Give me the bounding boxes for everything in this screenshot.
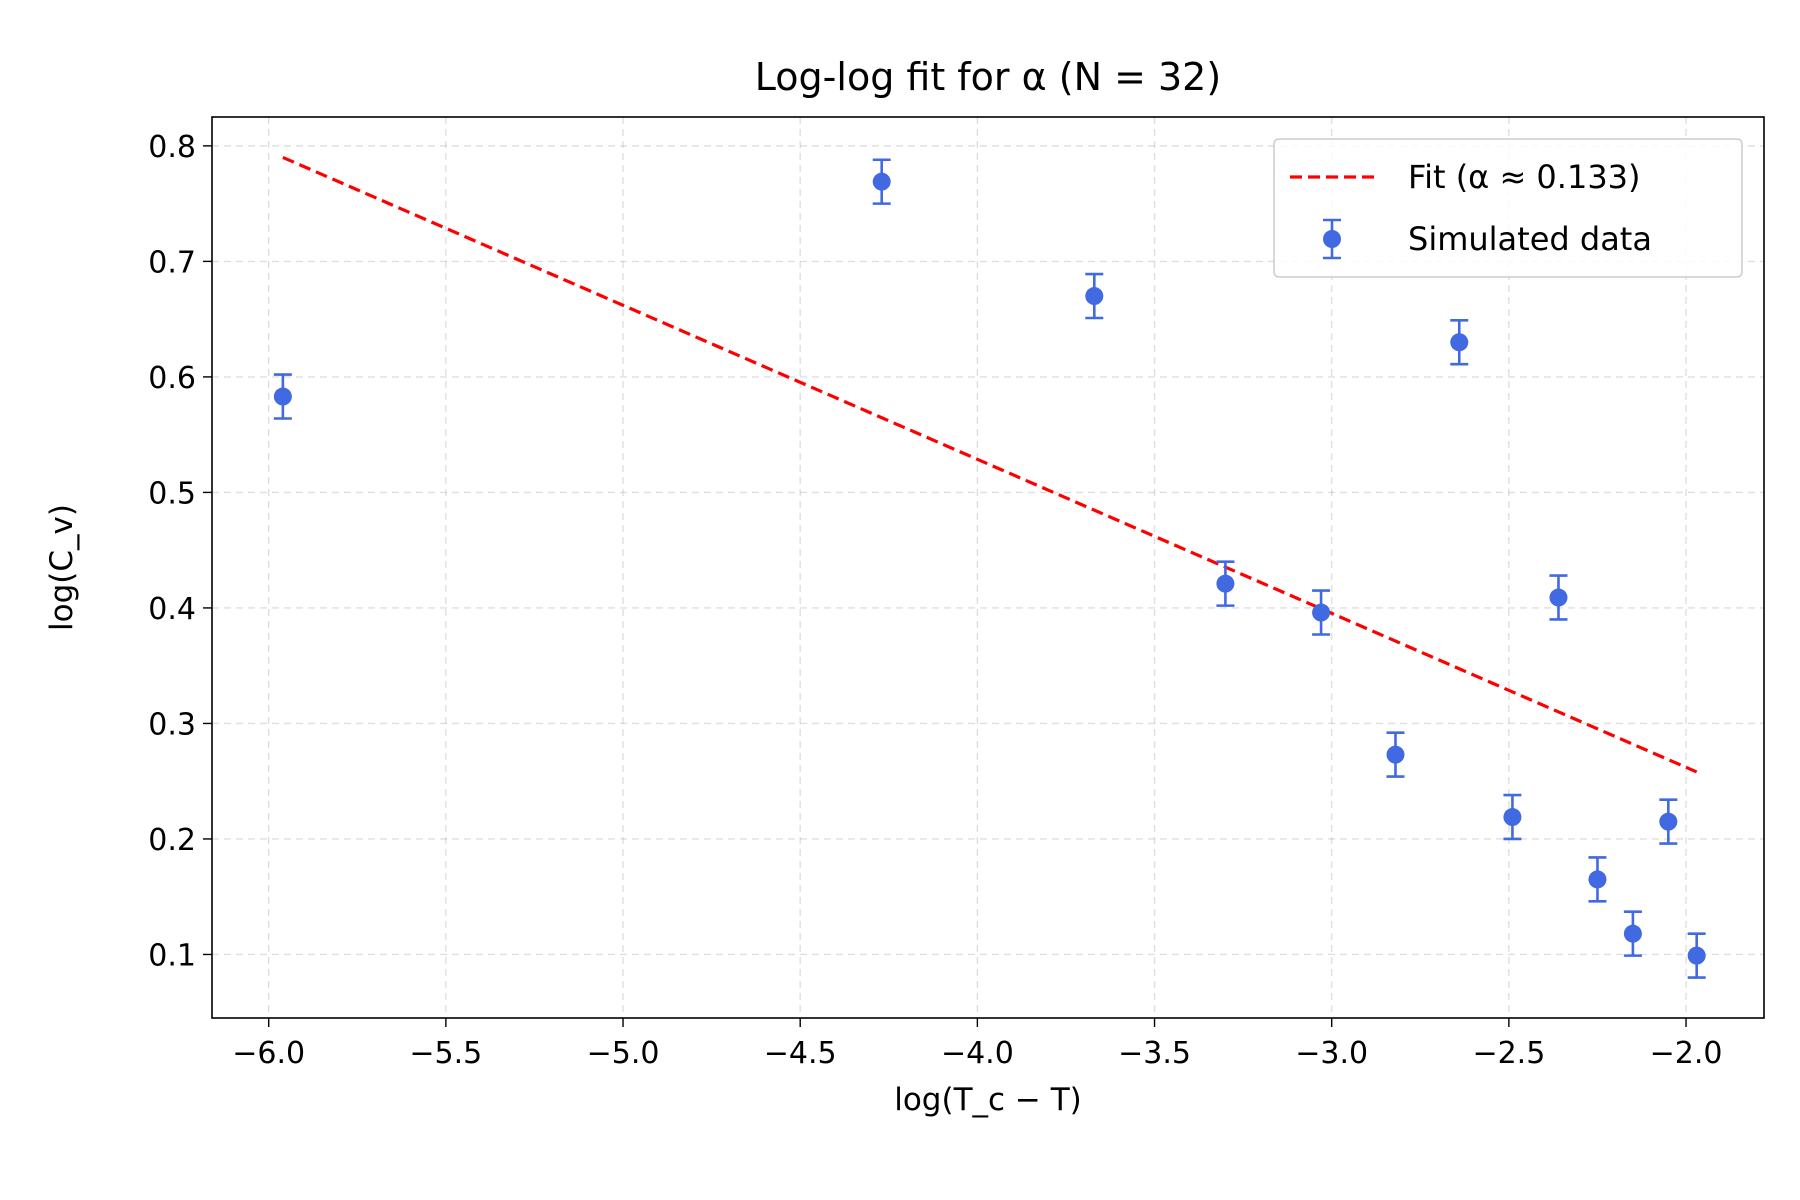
y-tick-label: 0.5 [148,476,196,511]
data-point-group [1687,932,1706,979]
data-point [872,172,891,191]
y-tick-label: 0.3 [148,707,196,742]
ticks: −6.0 −5.5 −5.0 −4.5 −4.0 −3.5 −3.0 −2.5 −2.0 0.1 0… [148,130,1722,1071]
chart-title: Log-log fit for α (N = 32) [755,55,1221,99]
data-point-group [1216,560,1235,607]
y-tick-label: 0.6 [148,361,196,396]
data-point [1549,588,1568,607]
axes-frame [211,116,1765,1019]
data-point-group [1386,731,1405,778]
data-point [273,387,292,406]
data-point [1503,808,1522,827]
y-tick-label: 0.1 [148,938,196,973]
data-point-group [1623,910,1642,957]
data-point-group [1588,856,1607,903]
data-point [1450,333,1469,352]
data-point [1386,745,1405,764]
x-tick-label: −4.0 [941,1036,1014,1071]
x-tick-label: −5.0 [587,1036,660,1071]
data-point [1588,870,1607,889]
legend-box [1273,138,1743,278]
data-point [1312,603,1331,622]
data-point [1623,924,1642,943]
data-point-group [1549,574,1568,621]
data-point-group [1503,793,1522,841]
y-tick-label: 0.2 [148,823,196,858]
data-point [1687,946,1706,965]
x-tick-label: −6.0 [232,1036,305,1071]
data-point-group [1085,272,1104,320]
data-point [1659,812,1678,831]
y-tick-label: 0.4 [148,592,196,627]
y-tick-label: 0.8 [148,130,196,165]
data-point [1216,574,1235,593]
y-tick-label: 0.7 [148,245,196,280]
data-point-group [1659,798,1678,845]
plot-area [273,155,1706,979]
x-tick-label: −3.5 [1118,1036,1191,1071]
x-axis-label: log(T_c − T) [894,1082,1082,1118]
y-axis-label: log(C_v) [44,504,80,631]
x-tick-label: −5.5 [409,1036,482,1071]
legend-data-swatch [1323,218,1341,260]
x-tick-label: −3.0 [1295,1036,1368,1071]
legend: Fit (α ≈ 0.133) Simulated data [1273,138,1743,278]
fit-line [282,155,1698,774]
data-point [1085,287,1104,306]
data-point-group [273,373,292,420]
legend-fit-label: Fit (α ≈ 0.133) [1408,158,1641,196]
x-tick-label: −4.5 [764,1036,837,1071]
legend-marker [1323,230,1341,248]
data-point-group [1312,589,1331,636]
data-point-group [1450,319,1469,366]
x-tick-label: −2.0 [1650,1036,1723,1071]
legend-data-label: Simulated data [1408,220,1652,258]
data-point-group [872,158,891,205]
x-tick-label: −2.5 [1472,1036,1545,1071]
